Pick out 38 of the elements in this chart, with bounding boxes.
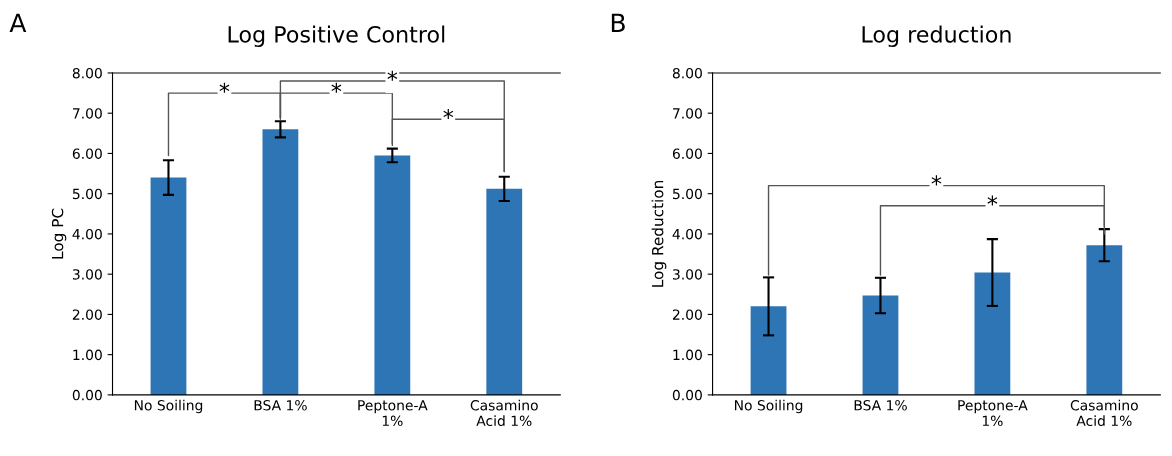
x-tick-label: No Soiling bbox=[735, 399, 803, 414]
x-tick-label: Peptone-A 1% bbox=[958, 400, 1028, 427]
y-tick-label: 3.00 bbox=[672, 269, 702, 280]
annotation: * bbox=[443, 108, 454, 120]
y-tick-label: 0.00 bbox=[672, 389, 702, 401]
y-axis-title: Log Reduction bbox=[651, 180, 667, 287]
annotation: * bbox=[931, 175, 942, 186]
y-tick-label: 5.00 bbox=[673, 188, 702, 200]
y-tick-label: 7.00 bbox=[73, 108, 102, 119]
chart-title: Log reduction bbox=[862, 25, 1011, 48]
y-tick-label: 6.00 bbox=[72, 148, 102, 159]
y-tick-label: 7.00 bbox=[673, 108, 702, 119]
annotation: * bbox=[987, 195, 998, 206]
y-tick-label: 2.00 bbox=[672, 309, 702, 320]
y-tick-label: 2.00 bbox=[72, 309, 102, 320]
y-tick-label: 3.00 bbox=[72, 269, 102, 280]
y-tick-label: 1.00 bbox=[673, 349, 702, 361]
y-tick-label: 4.00 bbox=[72, 228, 102, 240]
x-tick-label: Peptone-A 1% bbox=[358, 400, 428, 427]
x-tick-label: Casamino Acid 1% bbox=[1070, 399, 1138, 427]
y-tick-label: 0.00 bbox=[72, 389, 102, 401]
annotation: * bbox=[219, 82, 230, 93]
y-tick-label: 4.00 bbox=[672, 228, 702, 240]
annotation: * bbox=[331, 82, 342, 93]
x-tick-label: No Soiling bbox=[134, 399, 203, 414]
y-tick-label: 5.00 bbox=[72, 188, 102, 200]
y-tick-label: 1.00 bbox=[73, 349, 102, 361]
x-tick-label: Casamino Acid 1% bbox=[470, 399, 538, 427]
y-tick-label: 8.00 bbox=[672, 67, 702, 79]
text: B bbox=[611, 13, 625, 32]
text: A bbox=[9, 13, 27, 32]
x-tick-label: BSA 1% bbox=[254, 400, 307, 411]
chart-title: Log Positive Control bbox=[228, 25, 445, 48]
y-tick-label: 6.00 bbox=[672, 148, 702, 159]
x-tick-label: BSA 1% bbox=[854, 400, 907, 411]
y-axis-title: Log PC bbox=[51, 208, 67, 259]
annotation: * bbox=[387, 70, 398, 81]
y-tick-label: 8.00 bbox=[72, 67, 102, 79]
